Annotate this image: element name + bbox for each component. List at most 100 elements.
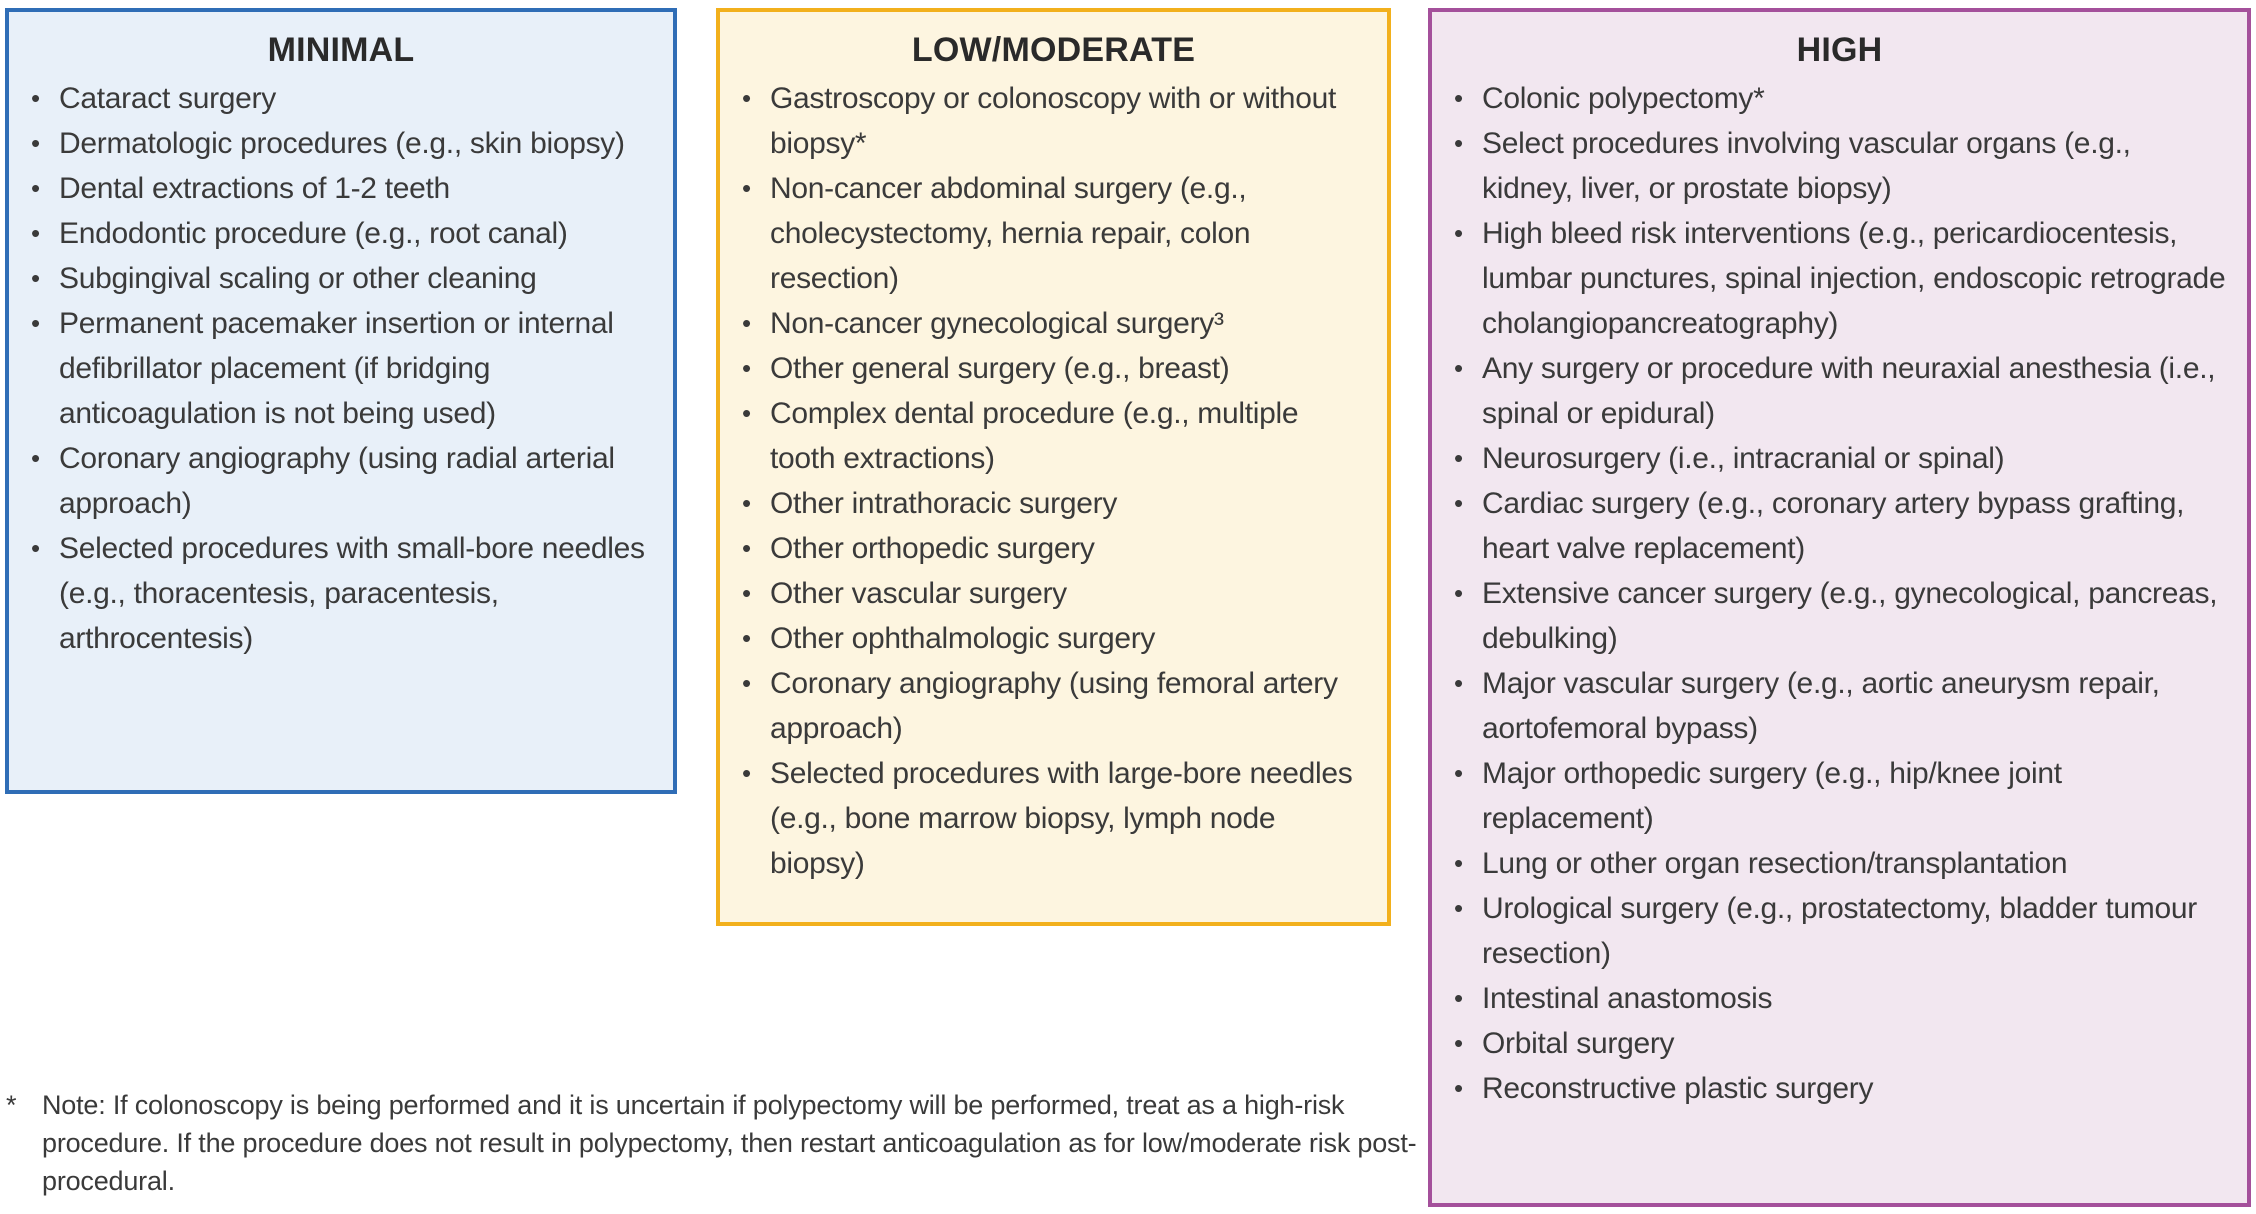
procedure-item-text: Non-cancer abdominal surgery (e.g., chol… <box>770 172 1251 295</box>
procedure-item-text: Non-cancer gynecological surgery³ <box>770 307 1224 340</box>
procedure-item-text: Other orthopedic surgery <box>770 532 1095 565</box>
procedure-item: • Non-cancer gynecological surgery³ <box>738 301 1367 346</box>
low-moderate-risk-panel: LOW/MODERATE • Gastroscopy or colonoscop… <box>716 8 1391 926</box>
procedure-item-text: Coronary angiography (using femoral arte… <box>770 667 1338 745</box>
procedure-item: • Non-cancer abdominal surgery (e.g., ch… <box>738 166 1367 301</box>
procedure-item: • High bleed risk interventions (e.g., p… <box>1450 211 2227 346</box>
procedure-item: • Gastroscopy or colonoscopy with or wit… <box>738 76 1367 166</box>
procedure-item: • Complex dental procedure (e.g., multip… <box>738 391 1367 481</box>
bullet-icon: • <box>1454 758 1463 788</box>
bullet-icon: • <box>742 173 751 203</box>
bullet-icon: • <box>1454 488 1463 518</box>
bullet-icon: • <box>1454 128 1463 158</box>
bullet-icon: • <box>31 128 40 158</box>
procedure-item: • Orbital surgery <box>1450 1021 2227 1066</box>
procedure-item-text: Orbital surgery <box>1482 1027 1675 1060</box>
bullet-icon: • <box>1454 83 1463 113</box>
procedure-item-text: Selected procedures with large-bore need… <box>770 757 1353 880</box>
procedure-item-text: Urological surgery (e.g., prostatectomy,… <box>1482 892 2197 970</box>
bullet-icon: • <box>1454 1028 1463 1058</box>
bullet-icon: • <box>1454 218 1463 248</box>
procedure-item-text: Reconstructive plastic surgery <box>1482 1072 1874 1105</box>
procedure-item-text: Dental extractions of 1-2 teeth <box>59 172 450 205</box>
procedure-item-text: Other general surgery (e.g., breast) <box>770 352 1230 385</box>
bullet-icon: • <box>742 758 751 788</box>
panel-title-high: HIGH <box>1796 31 1883 69</box>
bullet-icon: • <box>742 623 751 653</box>
procedure-item: • Urological surgery (e.g., prostatectom… <box>1450 886 2227 976</box>
procedure-item: • Intestinal anastomosis <box>1450 976 2227 1021</box>
procedure-item: • Reconstructive plastic surgery <box>1450 1066 2227 1111</box>
procedure-item: • Dermatologic procedures (e.g., skin bi… <box>27 121 653 166</box>
bullet-icon: • <box>742 668 751 698</box>
bullet-icon: • <box>31 263 40 293</box>
procedure-item-text: Select procedures involving vascular org… <box>1482 127 2131 205</box>
procedure-item: • Any surgery or procedure with neuraxia… <box>1450 346 2227 436</box>
procedure-list-minimal: • Cataract surgery • Dermatologic proced… <box>9 76 673 661</box>
procedure-item: • Extensive cancer surgery (e.g., gyneco… <box>1450 571 2227 661</box>
procedure-item-text: Selected procedures with small-bore need… <box>59 532 645 655</box>
bullet-icon: • <box>1454 848 1463 878</box>
procedure-item-text: Subgingival scaling or other cleaning <box>59 262 537 295</box>
bullet-icon: • <box>742 488 751 518</box>
procedure-item: • Colonic polypectomy* <box>1450 76 2227 121</box>
procedure-item: • Lung or other organ resection/transpla… <box>1450 841 2227 886</box>
procedure-item: • Major orthopedic surgery (e.g., hip/kn… <box>1450 751 2227 841</box>
procedure-item: • Other general surgery (e.g., breast) <box>738 346 1367 391</box>
procedure-list-high: • Colonic polypectomy* • Select procedur… <box>1432 76 2247 1111</box>
procedure-item: • Coronary angiography (using radial art… <box>27 436 653 526</box>
procedure-item: • Coronary angiography (using femoral ar… <box>738 661 1367 751</box>
procedure-list-low-moderate: • Gastroscopy or colonoscopy with or wit… <box>720 76 1387 886</box>
procedure-item: • Dental extractions of 1-2 teeth <box>27 166 653 211</box>
panel-title-minimal: MINIMAL <box>267 31 415 69</box>
bullet-icon: • <box>1454 668 1463 698</box>
procedure-item-text: Extensive cancer surgery (e.g., gynecolo… <box>1482 577 2218 655</box>
procedure-item: • Other orthopedic surgery <box>738 526 1367 571</box>
procedure-item-text: Other ophthalmologic surgery <box>770 622 1156 655</box>
footnote: * Note: If colonoscopy is being performe… <box>6 1086 1426 1200</box>
procedure-item-text: Major vascular surgery (e.g., aortic ane… <box>1482 667 2160 745</box>
footnote-asterisk-marker: * <box>6 1090 17 1120</box>
procedure-item: • Endodontic procedure (e.g., root canal… <box>27 211 653 256</box>
bullet-icon: • <box>1454 983 1463 1013</box>
procedure-item: • Selected procedures with small-bore ne… <box>27 526 653 661</box>
bullet-icon: • <box>31 218 40 248</box>
bullet-icon: • <box>31 173 40 203</box>
procedure-item: • Other ophthalmologic surgery <box>738 616 1367 661</box>
procedure-item: • Subgingival scaling or other cleaning <box>27 256 653 301</box>
procedure-item-text: Major orthopedic surgery (e.g., hip/knee… <box>1482 757 2062 835</box>
procedure-item-text: Cataract surgery <box>59 82 276 115</box>
bullet-icon: • <box>1454 353 1463 383</box>
high-risk-panel: HIGH • Colonic polypectomy* • Select pro… <box>1428 8 2251 1207</box>
procedure-item-text: Coronary angiography (using radial arter… <box>59 442 615 520</box>
procedure-item: • Permanent pacemaker insertion or inter… <box>27 301 653 436</box>
procedure-item-text: Complex dental procedure (e.g., multiple… <box>770 397 1299 475</box>
procedure-item: • Neurosurgery (i.e., intracranial or sp… <box>1450 436 2227 481</box>
bullet-icon: • <box>1454 443 1463 473</box>
bullet-icon: • <box>742 83 751 113</box>
procedure-item-text: Gastroscopy or colonoscopy with or witho… <box>770 82 1336 160</box>
procedure-item-text: High bleed risk interventions (e.g., per… <box>1482 217 2226 340</box>
procedure-item-text: Dermatologic procedures (e.g., skin biop… <box>59 127 625 160</box>
procedure-item: • Major vascular surgery (e.g., aortic a… <box>1450 661 2227 751</box>
procedure-item-text: Permanent pacemaker insertion or interna… <box>59 307 614 430</box>
procedure-item: • Select procedures involving vascular o… <box>1450 121 2227 211</box>
procedure-item: • Other intrathoracic surgery <box>738 481 1367 526</box>
procedure-item-text: Lung or other organ resection/transplant… <box>1482 847 2068 880</box>
procedure-item-text: Other intrathoracic surgery <box>770 487 1118 520</box>
procedure-item: • Other vascular surgery <box>738 571 1367 616</box>
bullet-icon: • <box>31 308 40 338</box>
procedure-item-text: Colonic polypectomy* <box>1482 82 1765 115</box>
bullet-icon: • <box>31 533 40 563</box>
procedure-item: • Cardiac surgery (e.g., coronary artery… <box>1450 481 2227 571</box>
panel-title-low-moderate: LOW/MODERATE <box>911 31 1196 69</box>
procedure-item-text: Neurosurgery (i.e., intracranial or spin… <box>1482 442 2005 475</box>
bullet-icon: • <box>742 308 751 338</box>
bullet-icon: • <box>1454 893 1463 923</box>
bullet-icon: • <box>742 398 751 428</box>
procedure-item: • Selected procedures with large-bore ne… <box>738 751 1367 886</box>
procedure-item-text: Cardiac surgery (e.g., coronary artery b… <box>1482 487 2185 565</box>
minimal-risk-panel: MINIMAL • Cataract surgery • Dermatologi… <box>5 8 677 794</box>
bullet-icon: • <box>742 353 751 383</box>
